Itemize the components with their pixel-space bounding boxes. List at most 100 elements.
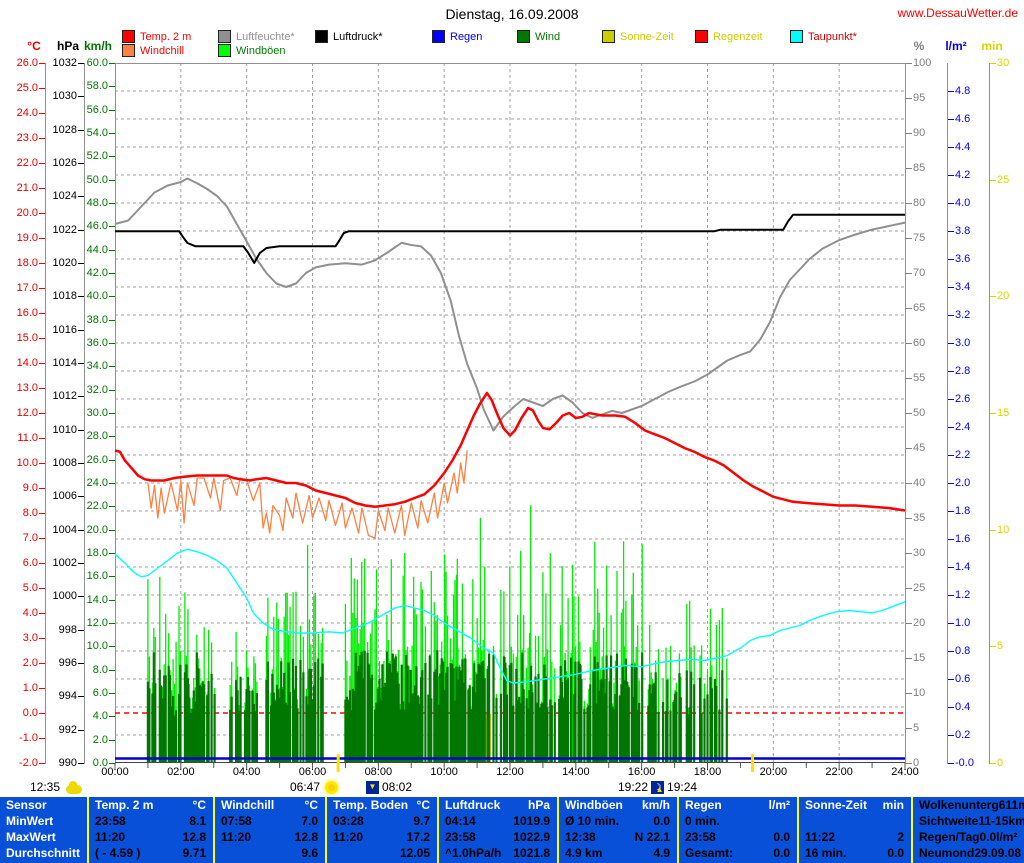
- x-axis-label: 12:00: [496, 766, 524, 778]
- x-axis-label: 08:00: [364, 766, 393, 778]
- x-axis-label: 18:00: [693, 766, 722, 778]
- table-header: Regen l/m²: [679, 797, 797, 813]
- flag-time-label: 08:02: [382, 780, 413, 794]
- legend-swatch: [218, 44, 231, 57]
- axis-tick: [39, 563, 45, 564]
- axis-tick-label: 994: [58, 690, 77, 703]
- axis-tick-label: 1008: [52, 457, 77, 469]
- table-avg-row: 4.9 km 4.9: [559, 845, 677, 861]
- axis-tick-label: 2.8: [955, 365, 971, 377]
- axis-tick-label: 50: [913, 407, 926, 419]
- axis-tick-label: 5: [913, 722, 920, 734]
- axis-tick-label: 1026: [52, 157, 77, 169]
- cell-time: 11:20: [95, 830, 126, 844]
- cell-value: 0.0: [773, 830, 790, 844]
- cell-time: Luftdruck: [445, 798, 501, 812]
- table-header: Luftdruck hPa: [439, 797, 557, 813]
- axis-tick-label: 3.6: [955, 253, 971, 265]
- axis-tick: [39, 113, 45, 114]
- axis-tick: [39, 663, 45, 664]
- axis-tick: [39, 588, 45, 589]
- axis-tick-label: 36.0: [86, 337, 108, 349]
- axis-tick: [109, 273, 115, 274]
- info-row: Sichtweite 11-15km: [913, 813, 1024, 829]
- axis-tick: [39, 538, 45, 539]
- cell-value: hPa: [527, 798, 550, 812]
- axis-tick-label: 52.0: [86, 150, 108, 163]
- cell-value: 9.6: [301, 846, 318, 860]
- x-axis-label: 10:00: [430, 766, 458, 778]
- table-max-row: 12:38 N 22.1: [559, 829, 677, 845]
- axis-tick-label: 1028: [52, 123, 77, 136]
- axis-tick: [990, 763, 996, 764]
- axis-tick-label: 60: [913, 337, 926, 349]
- cell-value: 8.1: [189, 814, 206, 828]
- axis-tick-label: 70: [913, 267, 926, 279]
- page-title: Dienstag, 16.09.2008: [445, 6, 579, 22]
- axis-tick: [906, 448, 912, 449]
- axis-tick-label: 5: [997, 640, 1004, 653]
- axis-tick: [990, 413, 996, 414]
- axis-tick: [78, 629, 84, 631]
- axis-tick-label: 1.8: [955, 505, 971, 517]
- axis-tick-label: 13.0: [16, 382, 38, 394]
- axis-tick-label: -0.0: [955, 757, 974, 769]
- axis-tick-label: 1.0: [955, 617, 971, 629]
- legend-item-luftfeuchte-: Luftfeuchte*: [218, 30, 295, 43]
- axis-tick: [990, 529, 996, 531]
- axis-tick: [39, 738, 45, 739]
- row-label: Durchschnitt: [6, 846, 81, 860]
- axis-tick: [109, 203, 115, 204]
- luftfeuchte-line: [114, 177, 906, 432]
- legend-label: Regenzeit: [713, 30, 763, 43]
- axis-tick: [109, 413, 115, 414]
- axis-tick-label: 58.0: [86, 80, 108, 93]
- axis-tick: [78, 663, 84, 664]
- axis-tick-label: 1.2: [955, 589, 971, 601]
- axis-tick-label: 9.0: [22, 482, 38, 494]
- info-label: Regen/Tag: [919, 830, 980, 844]
- axis-tick-label: 992: [58, 723, 77, 736]
- axis-tick-label: 2.4: [955, 421, 971, 433]
- axis-unit-hPa: hPa: [56, 39, 79, 53]
- axis-tick-label: 1022: [52, 223, 77, 236]
- axis-tick: [906, 168, 912, 169]
- axis-tick: [109, 459, 115, 461]
- axis-tick-label: 40: [913, 477, 926, 489]
- legend-swatch: [315, 30, 328, 43]
- cell-time: 03:28: [333, 814, 364, 828]
- axis-unit-km/h: km/h: [83, 39, 112, 53]
- axis-tick-label: 20: [997, 290, 1010, 303]
- axis-tick-label: 30: [913, 547, 926, 559]
- table-max-row: 11:22 2: [799, 829, 911, 845]
- legend-label: Windböen: [236, 44, 286, 57]
- axis-tick: [109, 646, 115, 648]
- axis-tick-label: 4.0: [22, 607, 38, 619]
- row-label: MinWert: [6, 814, 54, 828]
- axis-tick-label: 0.8: [955, 645, 971, 657]
- axis-tick: [906, 588, 912, 589]
- cell-value: °C: [416, 798, 430, 812]
- axis-tick-label: 1030: [52, 90, 77, 103]
- legend-item-regenzeit: Regenzeit: [695, 30, 763, 43]
- axis-tick-label: 3.8: [955, 225, 971, 237]
- cell-value: min: [882, 798, 904, 812]
- legend-swatch: [122, 44, 135, 57]
- axis-tick-label: 10.0: [86, 640, 108, 653]
- axis-tick: [109, 716, 115, 718]
- axis-tick: [109, 623, 115, 624]
- info-row: Neumond 29.09.08: [913, 845, 1024, 861]
- axis-tick: [78, 463, 84, 464]
- website-link[interactable]: www.DessauWetter.de: [897, 6, 1019, 20]
- axis-tick: [906, 378, 912, 379]
- taupunkt-line: [114, 548, 906, 684]
- table-avg-row: 12.05: [327, 845, 437, 861]
- axis-tick-label: 26.0: [16, 57, 38, 69]
- axis-tick: [906, 763, 912, 764]
- axis-tick-label: 40.0: [86, 290, 108, 303]
- axis-tick: [78, 229, 84, 231]
- axis-tick-label: 28.0: [86, 430, 108, 443]
- axis-tick-label: 30: [997, 57, 1010, 69]
- axis-tick: [948, 371, 954, 372]
